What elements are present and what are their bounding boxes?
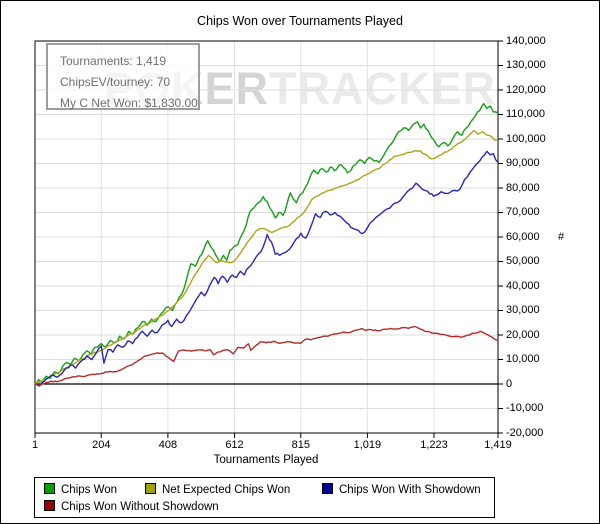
series-chips-won-without-showdown <box>34 325 499 387</box>
series-chips-won <box>34 102 499 385</box>
legend-item: Chips Won With Showdown <box>322 482 481 499</box>
x-axis-title: Tournaments Played <box>213 454 319 466</box>
x-tick-label: 1 <box>31 439 39 451</box>
series-net-expected-chips-won <box>34 130 499 385</box>
legend-label: Chips Won With Showdown <box>339 484 481 496</box>
y-axis-title: # <box>558 231 565 243</box>
legend-row: Chips Won Without Showdown <box>44 499 494 516</box>
x-tick-label: 815 <box>291 439 310 451</box>
y-tick-label: -20,000 <box>506 426 544 439</box>
y-tick-label: 130,000 <box>506 59 546 71</box>
y-tick-label: 100,000 <box>506 132 546 145</box>
x-tick-label: 1,019 <box>353 439 382 451</box>
y-tick-label: 60,000 <box>506 230 540 243</box>
chart-title: Chips Won over Tournaments Played <box>197 14 403 28</box>
y-tick-label: 0 <box>506 377 513 390</box>
x-tick-label: 1,223 <box>420 439 448 451</box>
legend-swatch-icon <box>145 483 156 494</box>
y-tick-label: 110,000 <box>506 108 545 120</box>
legend-row: Chips Won Net Expected Chips Won Chips Won… <box>44 482 494 499</box>
legend-label: Chips Won Without Showdown <box>61 501 219 513</box>
stats-info-box: Tournaments: 1,419 ChipsEV/tourney: 70 M… <box>46 43 200 110</box>
stat-net-won: My C Net Won: $1,830.00 <box>60 96 198 110</box>
y-tick-label: 140,000 <box>506 34 546 47</box>
y-tick-label: 90,000 <box>506 157 540 169</box>
legend-label: Chips Won <box>61 484 118 496</box>
legend: Chips Won Net Expected Chips Won Chips Won… <box>34 477 495 518</box>
y-tick-label: 10,000 <box>506 353 540 365</box>
y-tick-label: 30,000 <box>506 304 540 316</box>
legend-item: Net Expected Chips Won <box>145 482 322 499</box>
stat-tournaments: Tournaments: 1,419 <box>60 54 167 68</box>
y-tick-label: 50,000 <box>506 255 540 267</box>
legend-swatch-icon <box>44 483 55 494</box>
y-tick-label: 70,000 <box>506 206 540 218</box>
y-tick-label: 20,000 <box>506 328 540 341</box>
y-tick-label: -10,000 <box>506 402 544 414</box>
watermark-tracker-text: TRACKER <box>269 63 497 114</box>
legend-label: Net Expected Chips Won <box>162 484 291 496</box>
legend-item: Chips Won Without Showdown <box>44 499 219 516</box>
x-tick-label: 204 <box>92 439 111 451</box>
y-tick-label: 40,000 <box>506 279 540 292</box>
legend-swatch-icon <box>322 483 333 494</box>
x-tick-label: 408 <box>158 439 178 451</box>
x-tick-label: 1,419 <box>484 439 512 451</box>
y-tick-label: 80,000 <box>506 181 540 194</box>
legend-item: Chips Won <box>44 482 145 499</box>
stat-chips-ev-per-tourney: ChipsEV/tourney: 70 <box>60 75 171 89</box>
x-tick-label: 612 <box>225 439 244 451</box>
y-tick-label: 120,000 <box>506 83 546 96</box>
legend-swatch-icon <box>44 500 55 511</box>
series-chips-won-with-showdown <box>34 150 499 387</box>
